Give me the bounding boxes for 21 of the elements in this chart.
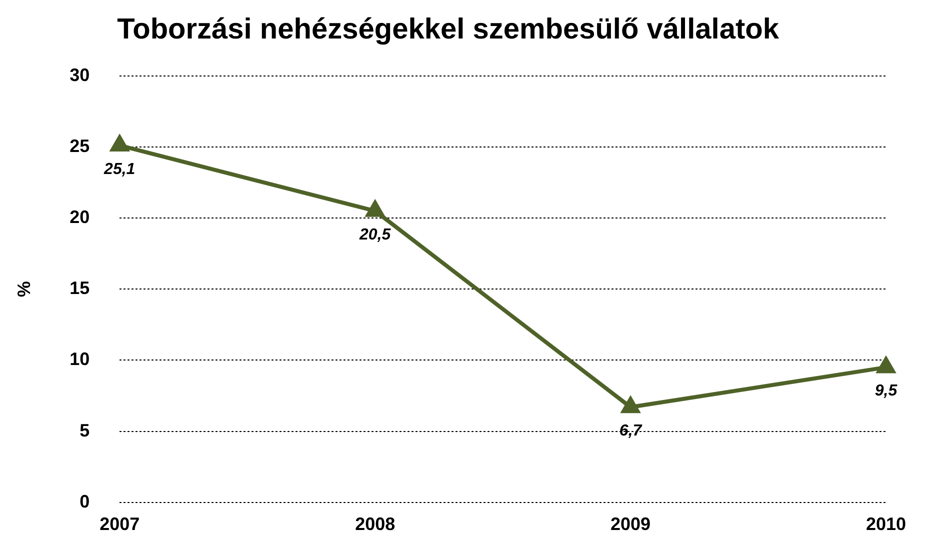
x-tick-label: 2008 bbox=[355, 514, 396, 534]
y-tick-label: 10 bbox=[70, 349, 90, 370]
data-label: 6,7 bbox=[619, 422, 643, 440]
y-tick-label: 30 bbox=[70, 64, 90, 85]
y-tick-label: 0 bbox=[80, 491, 90, 512]
point bbox=[366, 200, 384, 217]
data-label: 25,1 bbox=[103, 160, 136, 178]
y-tick-label: 20 bbox=[70, 206, 90, 227]
y-tick-label: 5 bbox=[80, 420, 90, 440]
x-tick-label: 2007 bbox=[100, 514, 140, 534]
x-tick-label: 2009 bbox=[610, 514, 651, 534]
y-tick-label: 25 bbox=[70, 136, 90, 156]
point bbox=[877, 357, 895, 374]
point bbox=[622, 397, 640, 414]
x-tick-label: 2010 bbox=[866, 514, 906, 534]
data-label: 20,5 bbox=[358, 226, 392, 244]
chart-title: Toborzási nehézségekkel szembesülő vállalatok bbox=[117, 13, 780, 46]
y-tick-label: 15 bbox=[70, 278, 90, 298]
point bbox=[110, 135, 129, 152]
y-axis-title: % bbox=[14, 281, 34, 298]
data-label: 9,5 bbox=[874, 382, 898, 400]
